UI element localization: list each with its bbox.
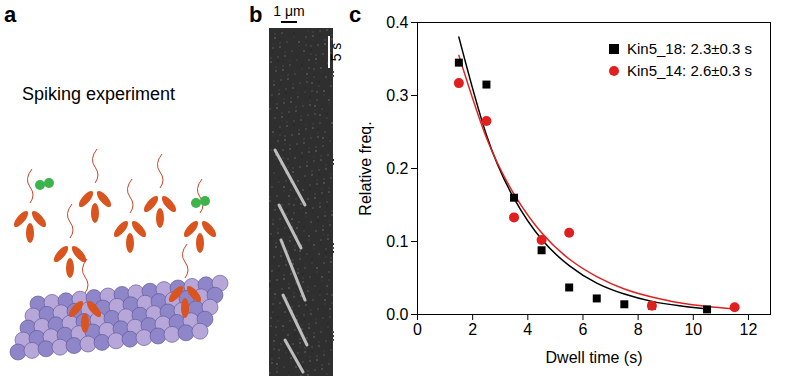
svg-text:0.3: 0.3 xyxy=(386,87,408,104)
svg-text:2: 2 xyxy=(468,321,477,338)
svg-text:0.1: 0.1 xyxy=(386,233,408,250)
svg-text:10: 10 xyxy=(684,321,702,338)
svg-text:0.2: 0.2 xyxy=(386,160,408,177)
html-text:c: c xyxy=(349,2,362,27)
svg-text:12: 12 xyxy=(740,321,758,338)
svg-text:0: 0 xyxy=(413,321,422,338)
html-text:a: a xyxy=(4,2,17,27)
html-text:b: b xyxy=(249,2,263,27)
svg-text:Relative freq.: Relative freq. xyxy=(357,121,374,215)
svg-text:0.4: 0.4 xyxy=(386,14,408,31)
svg-text:Dwell time (s): Dwell time (s) xyxy=(546,349,643,366)
svg-text:5 s: 5 s xyxy=(328,43,344,62)
svg-text:8: 8 xyxy=(634,321,643,338)
svg-text:6: 6 xyxy=(579,321,588,338)
svg-text:Spiking experiment: Spiking experiment xyxy=(22,84,175,104)
html-text:Kin5_14: 2.6±0.3 s: Kin5_14: 2.6±0.3 s xyxy=(627,62,752,79)
svg-text:4: 4 xyxy=(523,321,532,338)
svg-text:0.0: 0.0 xyxy=(386,306,408,323)
svg-text:1 μm: 1 μm xyxy=(273,3,304,19)
html-text:Kin5_18: 2.3±0.3 s: Kin5_18: 2.3±0.3 s xyxy=(627,40,752,57)
